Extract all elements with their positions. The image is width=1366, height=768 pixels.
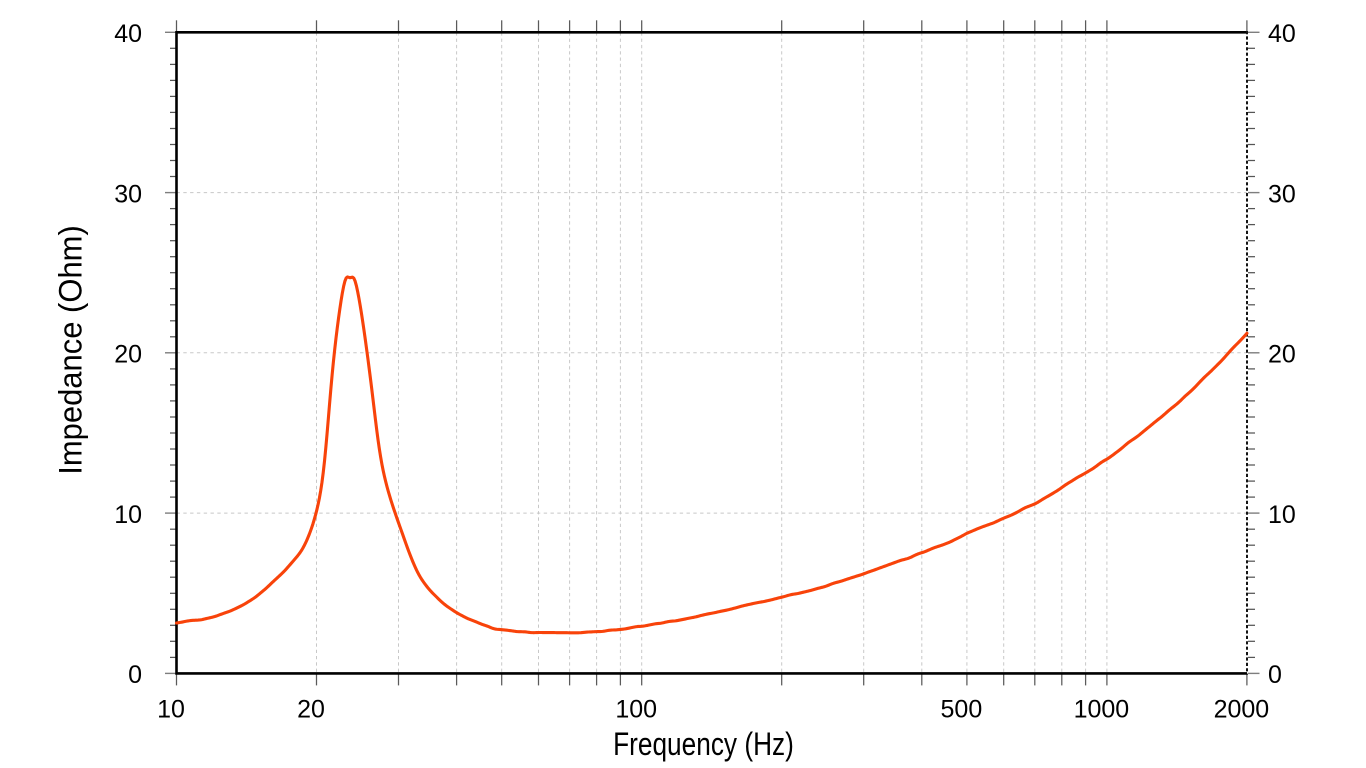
svg-text:30: 30 xyxy=(1268,180,1296,208)
svg-text:10: 10 xyxy=(1268,501,1296,529)
svg-text:Impedance (Ohm): Impedance (Ohm) xyxy=(52,225,89,475)
svg-text:2000: 2000 xyxy=(1214,696,1270,724)
svg-text:0: 0 xyxy=(1268,661,1282,689)
svg-text:20: 20 xyxy=(297,696,325,724)
svg-text:0: 0 xyxy=(128,661,142,689)
svg-text:10: 10 xyxy=(114,501,142,529)
svg-text:20: 20 xyxy=(114,341,142,369)
svg-text:100: 100 xyxy=(615,696,657,724)
svg-text:1000: 1000 xyxy=(1074,696,1130,724)
svg-text:Frequency (Hz): Frequency (Hz) xyxy=(613,727,794,762)
svg-text:40: 40 xyxy=(114,20,142,48)
svg-text:40: 40 xyxy=(1268,20,1296,48)
svg-text:20: 20 xyxy=(1268,341,1296,369)
svg-text:10: 10 xyxy=(157,696,185,724)
svg-text:500: 500 xyxy=(941,696,983,724)
svg-text:30: 30 xyxy=(114,180,142,208)
